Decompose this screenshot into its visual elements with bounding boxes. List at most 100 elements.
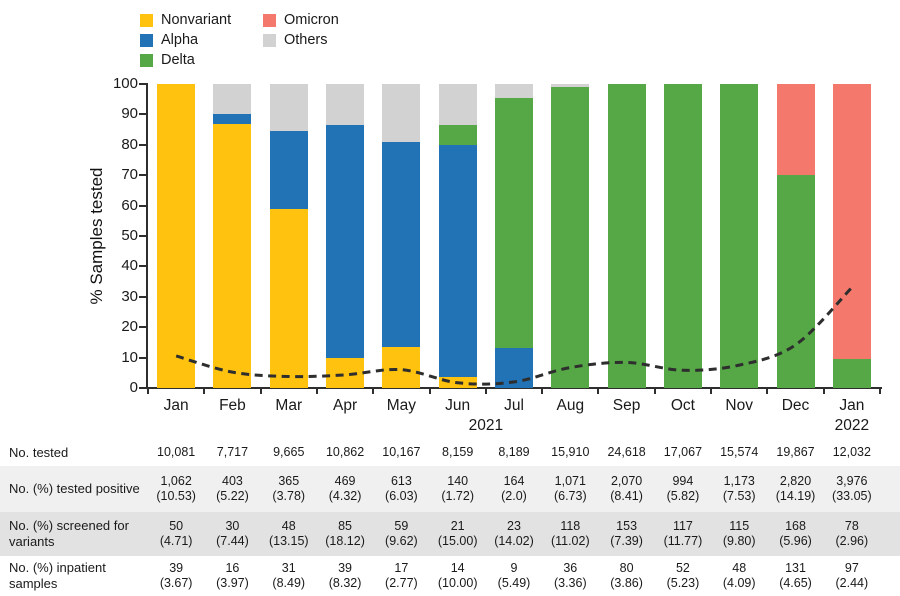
y-tick-label: 50 — [121, 227, 138, 244]
legend-item-omicron: Omicron — [263, 11, 339, 29]
table-cell: 365 (3.78) — [261, 466, 317, 512]
y-tick-mark — [139, 356, 146, 359]
table-cell: 19,867 — [767, 440, 823, 466]
table-cell: 48 (4.09) — [711, 556, 767, 596]
table-cell-line: 39 — [169, 560, 184, 575]
dashed-line-path — [175, 286, 853, 386]
table-cell-line: (14.19) — [775, 489, 816, 503]
legend-item-nonvariant: Nonvariant — [140, 11, 231, 29]
bar-sep-8 — [607, 84, 646, 388]
table-cell-line: 403 — [222, 473, 243, 488]
table-cell: 30 (7.44) — [204, 512, 260, 556]
legend-label: Others — [284, 32, 328, 48]
table-cell-line: 39 — [338, 560, 353, 575]
table-cell-line: (33.05) — [832, 489, 872, 503]
table-cell-line: 24,618 — [607, 445, 646, 460]
table-cell-line: 59 — [394, 518, 409, 533]
table-cell: 97 (2.44) — [824, 556, 880, 596]
bar-segment-delta — [776, 175, 815, 388]
bar-aug-7 — [551, 84, 590, 388]
y-tick-label: 90 — [121, 105, 138, 123]
bar-dec-11 — [776, 84, 815, 388]
bar-apr-3 — [326, 84, 365, 388]
x-tick-mark — [710, 388, 713, 394]
table-cell-line: (2.44) — [835, 576, 869, 590]
positivity-trend-line — [175, 286, 853, 386]
y-tick-mark — [139, 174, 146, 177]
table-cell-line: (9.80) — [722, 534, 756, 548]
bar-segment-delta — [832, 359, 871, 388]
table-cell-line: 85 — [338, 518, 353, 533]
table-cell: 7,717 — [204, 440, 260, 466]
table-cell: 153 (7.39) — [598, 512, 654, 556]
table-cell: 117 (11.77) — [655, 512, 711, 556]
table-cell-line: 97 — [844, 560, 859, 575]
table-cell-line: (2.0) — [501, 489, 527, 503]
x-tick-mark — [879, 388, 881, 394]
bar-segment-delta — [495, 97, 533, 349]
table-cell: 36 (3.36) — [542, 556, 598, 596]
table-cell-line: 140 — [447, 473, 469, 488]
table-cell-line: (4.65) — [779, 576, 812, 590]
table-cell-line: 8,189 — [498, 445, 530, 460]
table-cell: 403 (5.22) — [204, 466, 260, 512]
table-cell-line: 15,910 — [551, 445, 590, 460]
table-row-label: No. (%) inpatient samples — [9, 560, 106, 591]
table-cell-line: 52 — [675, 560, 690, 575]
legend-label: Omicron — [284, 12, 339, 28]
y-tick-mark — [139, 235, 146, 237]
table-row-0: No. tested 10,081 7,717 9,665 10,862 10,167 8,… — [0, 440, 900, 466]
table-cell-line: (4.32) — [328, 489, 362, 503]
table-cell-line: 10,081 — [157, 445, 196, 460]
bar-segment-others — [269, 84, 308, 132]
table-cell: 10,167 — [373, 440, 429, 466]
table-cell: 2,070 (8.41) — [598, 466, 654, 512]
table-cell: 17,067 — [655, 440, 711, 466]
table-cell-line: (10.53) — [156, 489, 196, 503]
y-tick-mark — [139, 387, 146, 389]
x-tick-mark — [147, 388, 149, 394]
table-cell: 2,820 (14.19) — [767, 466, 823, 512]
table-cell-line: (3.67) — [159, 576, 193, 590]
table-cell: 15,574 — [711, 440, 767, 466]
x-tick-label-sep: Sep — [612, 397, 641, 414]
table-cell-line: (3.97) — [216, 576, 249, 590]
x-tick-mark — [428, 388, 431, 394]
table-cell: 164 (2.0) — [486, 466, 542, 512]
x-tick-label-jun: Jun — [445, 397, 471, 414]
table-cell: 140 (1.72) — [430, 466, 486, 512]
x-tick-mark — [597, 388, 600, 394]
legend-swatch-delta-icon — [140, 53, 153, 67]
table-cell-line: 48 — [281, 518, 296, 533]
table-cell-line: 164 — [503, 473, 525, 488]
table-cell-line: 613 — [390, 473, 412, 488]
table-cell-line: (5.49) — [497, 576, 531, 590]
table-cell: 16 (3.97) — [204, 556, 260, 596]
table-cell-line: 50 — [169, 518, 184, 533]
table-cell-line: (13.15) — [268, 534, 309, 548]
table-cell-line: (18.12) — [325, 534, 365, 548]
table-cell: 10,862 — [317, 440, 373, 466]
legend-label: Nonvariant — [161, 12, 232, 28]
x-tick-label-jul: Jul — [504, 397, 524, 414]
table-cell: 9 (5.49) — [486, 556, 542, 596]
chart-legend: Nonvariant Alpha Delta Omicron Others — [140, 11, 420, 75]
table-cell-line: 365 — [278, 473, 300, 488]
table-cell: 994 (5.82) — [655, 466, 711, 512]
table-cell-line: 12,032 — [832, 445, 871, 460]
table-cell-line: (11.02) — [550, 534, 590, 548]
table-cell: 50 (4.71) — [148, 512, 204, 556]
bar-segment-nonvariant — [326, 357, 365, 388]
table-row-1: No. (%) tested positive 1,062 (10.53) 403 (5… — [0, 466, 900, 512]
x-tick-label-jan: Jan — [839, 397, 865, 414]
table-cell: 78 (2.96) — [824, 512, 880, 556]
table-cell-line: (15.00) — [437, 534, 478, 548]
legend-item-delta: Delta — [140, 51, 195, 69]
table-cell-line: (5.22) — [216, 489, 249, 503]
bar-segment-others — [551, 84, 590, 88]
bar-segment-delta — [720, 84, 759, 388]
x-year-label-2021: 2021 — [468, 417, 504, 434]
table-cell-line: 10,862 — [325, 445, 365, 460]
table-cell: 118 (11.02) — [542, 512, 598, 556]
table-cell: 21 (15.00) — [430, 512, 486, 556]
